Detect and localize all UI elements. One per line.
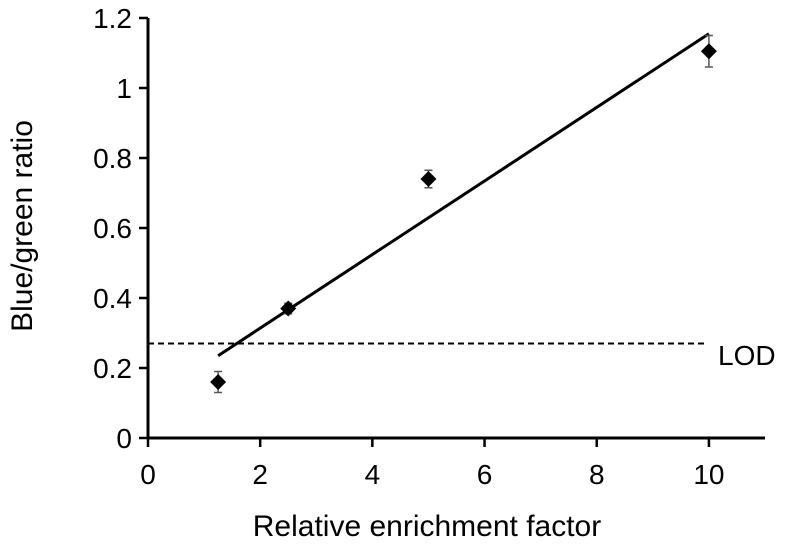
axes: 0 0.2 0.4 0.6 0.8 1 1.2 0 2 4 6 8 10 — [93, 3, 765, 490]
y-tick-label: 0.6 — [93, 213, 132, 244]
chart-lines — [148, 32, 710, 358]
y-tick-label: 0 — [116, 423, 132, 454]
y-axis-label: Blue/green ratio — [6, 120, 39, 332]
x-tick-label: 10 — [693, 459, 724, 490]
fit-line — [217, 32, 710, 358]
x-axis-label: Relative enrichment factor — [253, 510, 602, 543]
data-point-diamond — [420, 171, 437, 187]
lod-label: LOD — [718, 340, 776, 371]
y-tick-label: 1.2 — [93, 3, 132, 34]
y-tick-label: 1 — [116, 73, 132, 104]
x-tick-label: 4 — [365, 459, 381, 490]
x-tick-label: 2 — [252, 459, 268, 490]
x-tick-label: 6 — [477, 459, 493, 490]
data-point-diamond — [210, 374, 227, 390]
x-tick-label: 8 — [589, 459, 605, 490]
x-tick-label: 0 — [140, 459, 156, 490]
data-point-diamond — [700, 43, 717, 60]
axis-labels: Relative enrichment factor Blue/green ra… — [6, 120, 776, 543]
data-points — [210, 34, 717, 394]
data-point-diamond — [280, 300, 297, 317]
y-tick-label: 0.2 — [93, 353, 132, 384]
y-tick-label: 0.4 — [93, 283, 132, 314]
y-tick-label: 0.8 — [93, 143, 132, 174]
